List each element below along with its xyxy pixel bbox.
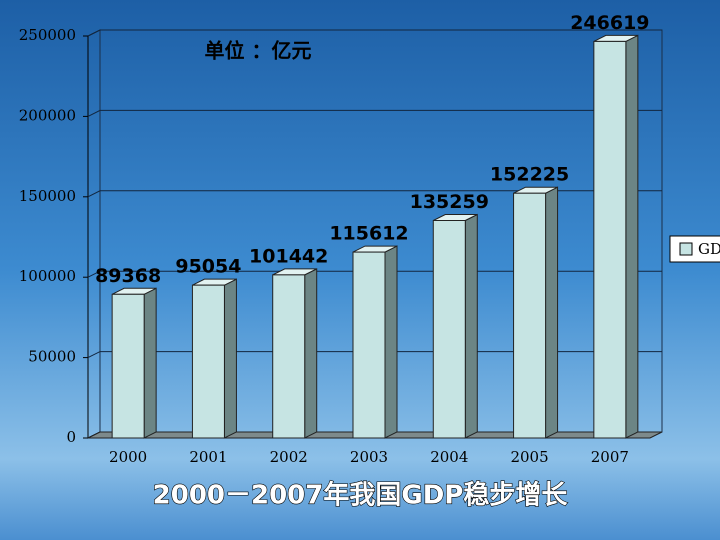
bar — [432, 220, 466, 439]
legend-swatch — [679, 242, 693, 256]
y-tick-label: 250000 — [19, 26, 76, 44]
bar — [272, 274, 306, 439]
bar-side — [545, 186, 559, 439]
x-tick-label: 2007 — [591, 448, 629, 466]
x-tick-label: 2003 — [350, 448, 388, 466]
x-tick-label: 2004 — [430, 448, 468, 466]
unit-annotation: 单位 ：亿元 — [205, 39, 312, 63]
bar-side — [304, 268, 318, 439]
value-label: 95054 — [175, 256, 241, 278]
chart-title: 2000－2007年我国GDP稳步增长 — [153, 480, 569, 511]
value-label: 115612 — [329, 223, 408, 245]
y-tick-label: 50000 — [28, 348, 76, 366]
bar — [191, 284, 225, 439]
bar — [513, 192, 547, 439]
grid-line — [87, 109, 662, 117]
bar-side — [464, 213, 478, 439]
bar — [352, 251, 386, 439]
bar-side — [384, 245, 398, 439]
value-label: 89368 — [95, 265, 161, 287]
bar-side — [143, 287, 157, 439]
value-label: 135259 — [410, 191, 489, 213]
x-tick-label: 2001 — [189, 448, 227, 466]
y-tick-label: 150000 — [19, 187, 76, 205]
legend-label: GDP — [698, 240, 720, 258]
bar-side — [223, 278, 237, 439]
value-label: 246619 — [570, 12, 649, 34]
value-label: 152225 — [490, 164, 569, 186]
bar — [593, 40, 627, 439]
bar — [111, 293, 145, 439]
x-tick-label: 2005 — [510, 448, 548, 466]
value-label: 101442 — [249, 245, 328, 267]
grid-line — [87, 190, 662, 198]
legend-box — [669, 235, 720, 263]
y-tick-label: 100000 — [19, 267, 76, 285]
x-tick-label: 2002 — [270, 448, 308, 466]
y-tick-label: 0 — [66, 428, 76, 446]
grid-line — [87, 29, 662, 37]
y-tick-label: 200000 — [19, 106, 76, 124]
x-tick-label: 2000 — [109, 448, 147, 466]
bar-side — [625, 34, 639, 439]
